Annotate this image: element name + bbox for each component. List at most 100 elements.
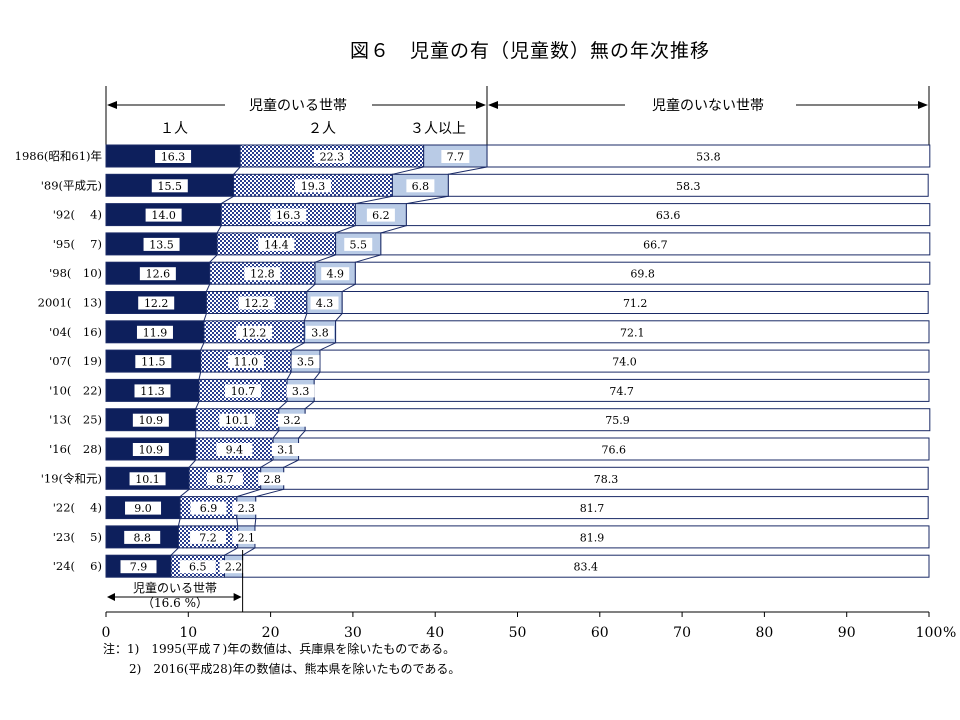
value-label: 11.3 <box>140 385 165 398</box>
value-labels: 16.3 22.3 7.7 53.8 15.5 19.3 6.8 58.3 14.0 16.3 6.… <box>120 150 723 574</box>
value-label-bg <box>236 325 273 339</box>
value-label-bg <box>244 267 281 281</box>
category-label: '13( 25) <box>49 413 102 427</box>
value-label-bg <box>571 560 600 574</box>
sum-label: 児童のいる世帯 <box>133 580 217 595</box>
value-label: 71.2 <box>623 297 648 310</box>
value-label-bg <box>129 472 166 486</box>
category-label: '95( 7) <box>53 237 102 251</box>
x-tick-label: 90 <box>838 625 856 641</box>
segment-connector <box>319 342 336 351</box>
value-label-bg <box>216 443 253 456</box>
value-label-bg <box>143 237 180 251</box>
value-label-bg <box>155 150 192 163</box>
x-axis-unit: % <box>943 625 956 641</box>
category-label: '10( 22) <box>49 383 102 397</box>
value-label-bg <box>694 150 723 163</box>
with-children-label: 児童のいる世帯 <box>249 97 347 114</box>
value-label: 10.7 <box>231 385 256 398</box>
segment-connector <box>242 547 256 556</box>
value-label: 16.3 <box>161 151 186 164</box>
x-tick-label: 10 <box>179 625 197 641</box>
segment-connector <box>314 254 336 263</box>
category-label: '16( 28) <box>49 442 102 456</box>
segment-connector <box>380 225 407 234</box>
value-label: 6.8 <box>412 180 430 193</box>
value-label: 69.8 <box>630 268 655 281</box>
segment-connector <box>335 225 356 234</box>
value-label: 14.4 <box>264 238 289 251</box>
value-label-bg <box>618 325 647 339</box>
x-tick-label: 70 <box>673 625 691 641</box>
value-label: 3.2 <box>283 414 301 427</box>
value-label: 7.7 <box>447 151 465 164</box>
with-children-arrowhead-right <box>476 101 486 109</box>
value-label: 3.1 <box>277 444 295 457</box>
category-label: '22( 4) <box>53 501 102 515</box>
value-label-bg <box>120 560 157 574</box>
segment-connector <box>188 459 197 468</box>
value-label: 2.8 <box>263 473 281 486</box>
with-children-arrowhead-left <box>107 101 117 109</box>
category-label: '24( 6) <box>53 559 102 573</box>
value-label-bg <box>125 501 162 515</box>
value-label: 81.9 <box>580 531 605 544</box>
value-label-bg <box>291 355 320 369</box>
value-label-bg <box>225 384 262 398</box>
sum-value: （16.6 %） <box>142 596 208 610</box>
x-axis: 0 10 20 30 40 50 60 70 80 90 100 <box>102 612 942 641</box>
category-label: 1986(昭和61)年 <box>15 149 102 163</box>
value-label-bg <box>654 208 683 222</box>
value-label: 13.5 <box>149 238 174 251</box>
value-label: 2.3 <box>238 502 256 515</box>
value-label: 6.5 <box>189 561 207 574</box>
value-label: 78.3 <box>594 473 619 486</box>
category-label: '92( 4) <box>53 208 102 222</box>
category-label: '07( 19) <box>49 354 102 368</box>
value-label-bg <box>344 237 373 251</box>
value-label-bg <box>641 237 670 251</box>
x-tick-label: 0 <box>102 625 111 641</box>
category-label: '04( 16) <box>49 325 102 339</box>
note-1: 注：1) 1995(平成７)年の数値は、兵庫県を除いたものである。 <box>103 641 455 656</box>
value-label-bg <box>139 267 176 281</box>
value-label: 12.2 <box>242 326 267 339</box>
segment-connector <box>355 195 393 205</box>
category-label: 2001( 13) <box>38 296 102 310</box>
value-label-bg <box>227 355 264 369</box>
value-label-bg <box>294 179 331 193</box>
segment-connector <box>303 313 308 321</box>
value-label: 8.7 <box>216 473 234 486</box>
value-label: 15.5 <box>158 180 183 193</box>
note-2: 2) 2016(平成28)年の数値は、熊本県を除いたものである。 <box>129 661 460 676</box>
value-label: 81.7 <box>580 502 605 515</box>
sum-arrowhead-right <box>233 593 242 601</box>
without-children-arrowhead-right <box>918 101 928 109</box>
value-label: 53.8 <box>696 151 721 164</box>
value-label: 12.2 <box>244 297 269 310</box>
value-label-bg <box>135 355 172 369</box>
category-label: '23( 5) <box>53 530 102 544</box>
value-label: 11.9 <box>143 326 168 339</box>
value-label-bg <box>674 179 703 193</box>
x-tick-label: 30 <box>344 625 362 641</box>
value-label-bg <box>406 179 435 193</box>
value-label: 12.6 <box>146 268 171 281</box>
segment-connector <box>298 430 306 439</box>
segment-connector <box>220 195 234 205</box>
segment-connector <box>355 254 382 263</box>
value-label-bg <box>366 208 395 222</box>
segment-connector <box>260 459 274 468</box>
value-label: 8.8 <box>133 531 151 544</box>
value-label: 16.3 <box>276 209 301 222</box>
value-label-bg <box>599 443 628 456</box>
value-label-bg <box>610 355 639 369</box>
value-label: 14.0 <box>151 209 176 222</box>
segment-connector <box>170 547 179 556</box>
segment-connector <box>236 518 239 526</box>
value-label-bg <box>136 325 173 339</box>
segment-connector <box>179 488 190 497</box>
segment-connector <box>272 430 280 439</box>
value-label-bg <box>310 296 339 310</box>
